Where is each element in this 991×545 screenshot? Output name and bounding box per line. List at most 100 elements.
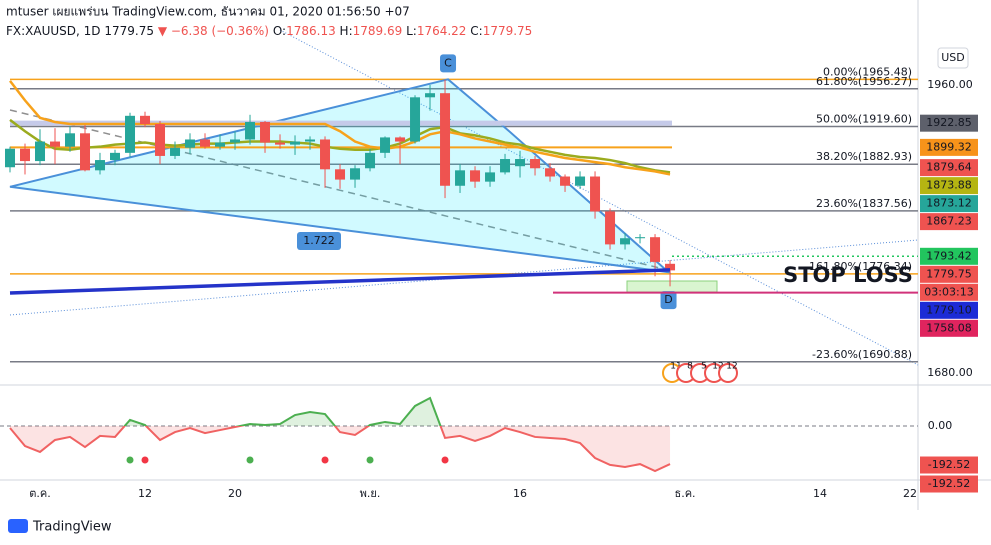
candle-body (440, 93, 451, 186)
candle-body (245, 121, 256, 140)
x-tick-label: 14 (813, 487, 827, 500)
event-count: 12 (726, 362, 737, 372)
candle-body (665, 263, 676, 271)
last-price: 1779.75 (104, 24, 154, 38)
price-tag-label: 1758.08 (926, 321, 972, 334)
dotted-line (9, 239, 919, 316)
price-tag (920, 177, 978, 195)
ohlc-key: L: (406, 24, 417, 38)
candle-body (620, 238, 631, 245)
candle-body (470, 170, 481, 182)
candle-body (65, 133, 76, 147)
fib-label: 50.00%(1919.60) (816, 113, 912, 126)
candle-body (260, 121, 271, 143)
trendline (9, 268, 671, 295)
candle-body (395, 137, 406, 142)
buy-signal (246, 456, 254, 464)
candle-body (305, 139, 316, 142)
ohlc-value: 1764.22 (417, 24, 467, 38)
candle-body (350, 168, 361, 180)
ratio-label: 1.722 (303, 234, 335, 247)
sell-signal (441, 456, 449, 464)
price-tag-label: 1899.32 (926, 140, 972, 153)
event-count: 8 (687, 362, 693, 372)
logo-mark (8, 519, 28, 533)
fib-label: 161.80%(1776.34) (809, 260, 912, 273)
candle-body (290, 141, 301, 145)
price-tag-label: 03:03:13 (924, 285, 973, 298)
price-tag (920, 159, 978, 177)
candle-body (605, 211, 616, 245)
change: ▼ −6.38 (−0.36%) (158, 24, 269, 38)
price-tag-label: 1922.85 (926, 116, 972, 129)
price-tag-label: 1879.64 (926, 161, 972, 174)
ohlc-value: 1779.75 (483, 24, 533, 38)
candle-body (80, 133, 91, 171)
price-tag-label: 1779.10 (926, 303, 972, 316)
x-tick-label: 22 (903, 487, 917, 500)
header-line: mtuser เผยแพร่บน TradingView.com, ธันวาค… (6, 5, 410, 19)
osc-tag-label: -192.52 (928, 477, 970, 490)
price-tag (920, 195, 978, 213)
event-count: 11 (670, 362, 681, 372)
moving-average (9, 118, 671, 174)
price-tag (920, 283, 978, 301)
ohlc-value: 1789.69 (353, 24, 403, 38)
header-symbol-line: FX:XAUUSD, 1D 1779.75 ▼ −6.38 (−0.36%) O… (6, 24, 532, 38)
candle-body (365, 152, 376, 169)
price-tag (920, 213, 978, 231)
candle-body (155, 124, 166, 156)
candle-body (485, 172, 496, 182)
moving-average (9, 80, 671, 176)
pattern-label-box (660, 291, 677, 310)
x-tick-label: พ.ย. (360, 487, 381, 500)
candle-body (5, 148, 16, 168)
ohlc-key: H: (340, 24, 353, 38)
price-tag-label: 1873.12 (926, 197, 972, 210)
price-tag (920, 138, 978, 156)
candle-body (650, 237, 661, 262)
candle-body (410, 97, 421, 142)
fib-label: 0.00%(1965.48) (823, 65, 912, 78)
event-count: 5 (701, 362, 707, 372)
dashed-line (9, 109, 669, 271)
oscillator-area (124, 398, 441, 427)
buy-signal (126, 456, 134, 464)
price-tag (920, 247, 978, 265)
target-box (626, 280, 718, 293)
fib-label: 38.20%(1882.93) (816, 150, 912, 163)
oscillator-area (10, 426, 671, 471)
candle-body (455, 170, 466, 186)
ohlc-key: C: (470, 24, 482, 38)
x-tick-label: 20 (228, 487, 242, 500)
currency-button (937, 47, 969, 69)
candle-body (635, 237, 646, 239)
event-count: 12 (712, 362, 723, 372)
pattern-label: D (664, 293, 672, 306)
candle-body (185, 139, 196, 148)
annotation: STOP LOSS (783, 263, 913, 287)
candle-body (170, 147, 181, 156)
candle-body (125, 115, 136, 153)
x-tick-label: 16 (513, 487, 527, 500)
candle-body (110, 152, 121, 161)
sell-signal (141, 456, 149, 464)
price-tag-label: 1867.23 (926, 215, 972, 228)
osc-tag (920, 475, 978, 493)
candle-body (50, 141, 61, 147)
oscillator-line (9, 426, 671, 473)
x-tick-label: 12 (138, 487, 152, 500)
candle-body (515, 159, 526, 167)
osc-tick-label: 0.00 (928, 419, 953, 432)
candle-body (320, 139, 331, 170)
fib-label: 23.60%(1837.56) (816, 197, 912, 210)
ohlc-value: 1786.13 (286, 24, 336, 38)
price-tag (920, 319, 978, 337)
candle-body (275, 142, 286, 145)
candle-body (215, 142, 226, 147)
currency-label: USD (941, 51, 965, 64)
pattern-label: C (444, 56, 452, 69)
candle-body (380, 137, 391, 153)
